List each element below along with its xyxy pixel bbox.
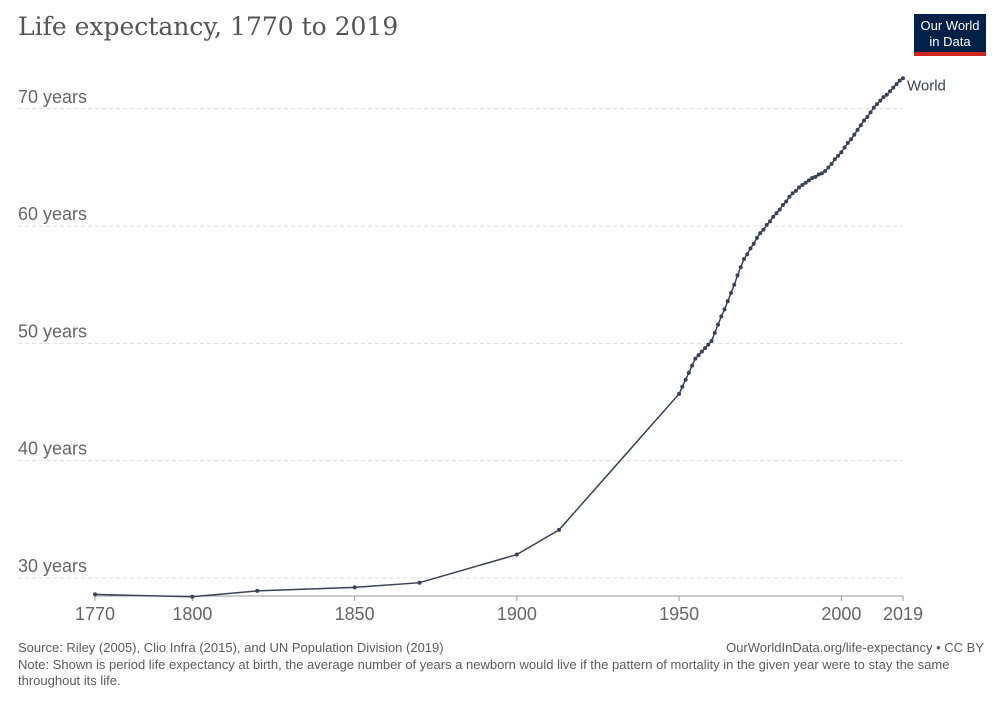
data-point	[790, 191, 795, 196]
data-point	[706, 342, 711, 347]
data-point	[758, 231, 763, 236]
data-point	[514, 552, 519, 557]
data-point	[777, 207, 782, 212]
data-point	[849, 137, 854, 142]
data-point	[748, 246, 753, 251]
data-point	[891, 85, 896, 90]
chart-title: Life expectancy, 1770 to 2019	[18, 12, 399, 41]
data-point	[819, 171, 824, 176]
data-point	[732, 282, 737, 287]
x-tick-label: 1800	[172, 604, 212, 624]
data-point	[888, 89, 893, 94]
data-point	[813, 174, 818, 179]
data-point	[787, 194, 792, 199]
series-line-world	[94, 77, 904, 598]
data-point	[774, 211, 779, 216]
data-point	[855, 127, 860, 132]
note-text: Note: Shown is period life expectancy at…	[18, 657, 950, 688]
data-point	[557, 527, 562, 532]
data-point	[771, 214, 776, 219]
data-point	[738, 265, 743, 270]
data-point	[677, 391, 682, 396]
data-point	[742, 256, 746, 261]
series-label: World	[907, 77, 946, 94]
x-tick-label: 1770	[75, 604, 115, 624]
y-tick-label: 70 years	[18, 87, 87, 107]
data-point	[871, 105, 876, 110]
data-point	[894, 82, 899, 87]
logo-line2: in Data	[929, 34, 971, 49]
data-point	[878, 98, 883, 103]
data-point	[858, 123, 863, 128]
credit-link[interactable]: OurWorldInData.org/life-expectancy • CC …	[726, 640, 984, 655]
data-point	[845, 140, 850, 145]
data-point	[897, 78, 902, 83]
data-point	[842, 145, 847, 150]
x-tick-label: 1950	[659, 604, 699, 624]
data-point	[255, 588, 260, 593]
data-point	[764, 222, 769, 227]
data-point	[832, 157, 837, 162]
source-text: Source: Riley (2005), Clio Infra (2015),…	[18, 640, 444, 655]
data-point	[696, 353, 701, 358]
data-point	[823, 168, 828, 173]
data-point	[868, 110, 873, 115]
x-tick-label: 2000	[821, 604, 861, 624]
data-point	[683, 377, 688, 382]
data-point	[780, 202, 785, 207]
x-tick-label: 1850	[335, 604, 375, 624]
y-tick-label: 60 years	[18, 204, 87, 224]
data-point	[680, 384, 685, 389]
data-point	[806, 178, 811, 183]
data-point	[751, 241, 756, 246]
data-point	[699, 349, 704, 354]
data-point	[693, 356, 698, 361]
logo-line1: Our World	[920, 18, 980, 33]
x-tick-label: 2019	[883, 604, 923, 624]
y-tick-label: 30 years	[18, 556, 87, 576]
data-point	[725, 299, 730, 304]
data-point	[745, 252, 750, 257]
data-point	[829, 161, 834, 166]
x-tick-label: 1900	[497, 604, 537, 624]
data-point	[690, 363, 695, 368]
data-point	[881, 95, 886, 100]
data-point	[417, 580, 422, 585]
y-tick-label: 50 years	[18, 321, 87, 341]
owid-logo[interactable]: Our World in Data	[914, 14, 986, 56]
data-point	[901, 76, 906, 81]
data-point	[93, 592, 97, 597]
data-point	[797, 185, 802, 190]
data-point	[712, 330, 717, 335]
data-point	[826, 165, 831, 170]
data-point	[761, 227, 766, 232]
data-point	[810, 176, 815, 181]
data-point	[839, 150, 844, 155]
data-point	[716, 322, 721, 327]
data-point	[875, 102, 880, 107]
data-point	[852, 132, 857, 137]
data-point	[722, 307, 727, 312]
data-point	[816, 172, 821, 177]
data-point	[800, 183, 805, 188]
data-point	[784, 199, 789, 204]
data-point	[352, 585, 357, 590]
data-point	[767, 219, 772, 224]
data-point	[719, 314, 724, 319]
y-tick-label: 40 years	[18, 439, 87, 459]
data-point	[735, 273, 740, 278]
data-point	[884, 92, 889, 97]
data-point	[686, 370, 691, 375]
data-point	[754, 235, 759, 240]
data-point	[862, 118, 867, 123]
data-point	[836, 153, 841, 158]
data-point	[803, 180, 808, 185]
data-point	[729, 290, 734, 295]
data-point	[703, 346, 708, 351]
data-point	[190, 594, 195, 599]
data-point	[709, 339, 714, 344]
data-point	[793, 188, 798, 193]
data-point	[865, 115, 870, 120]
